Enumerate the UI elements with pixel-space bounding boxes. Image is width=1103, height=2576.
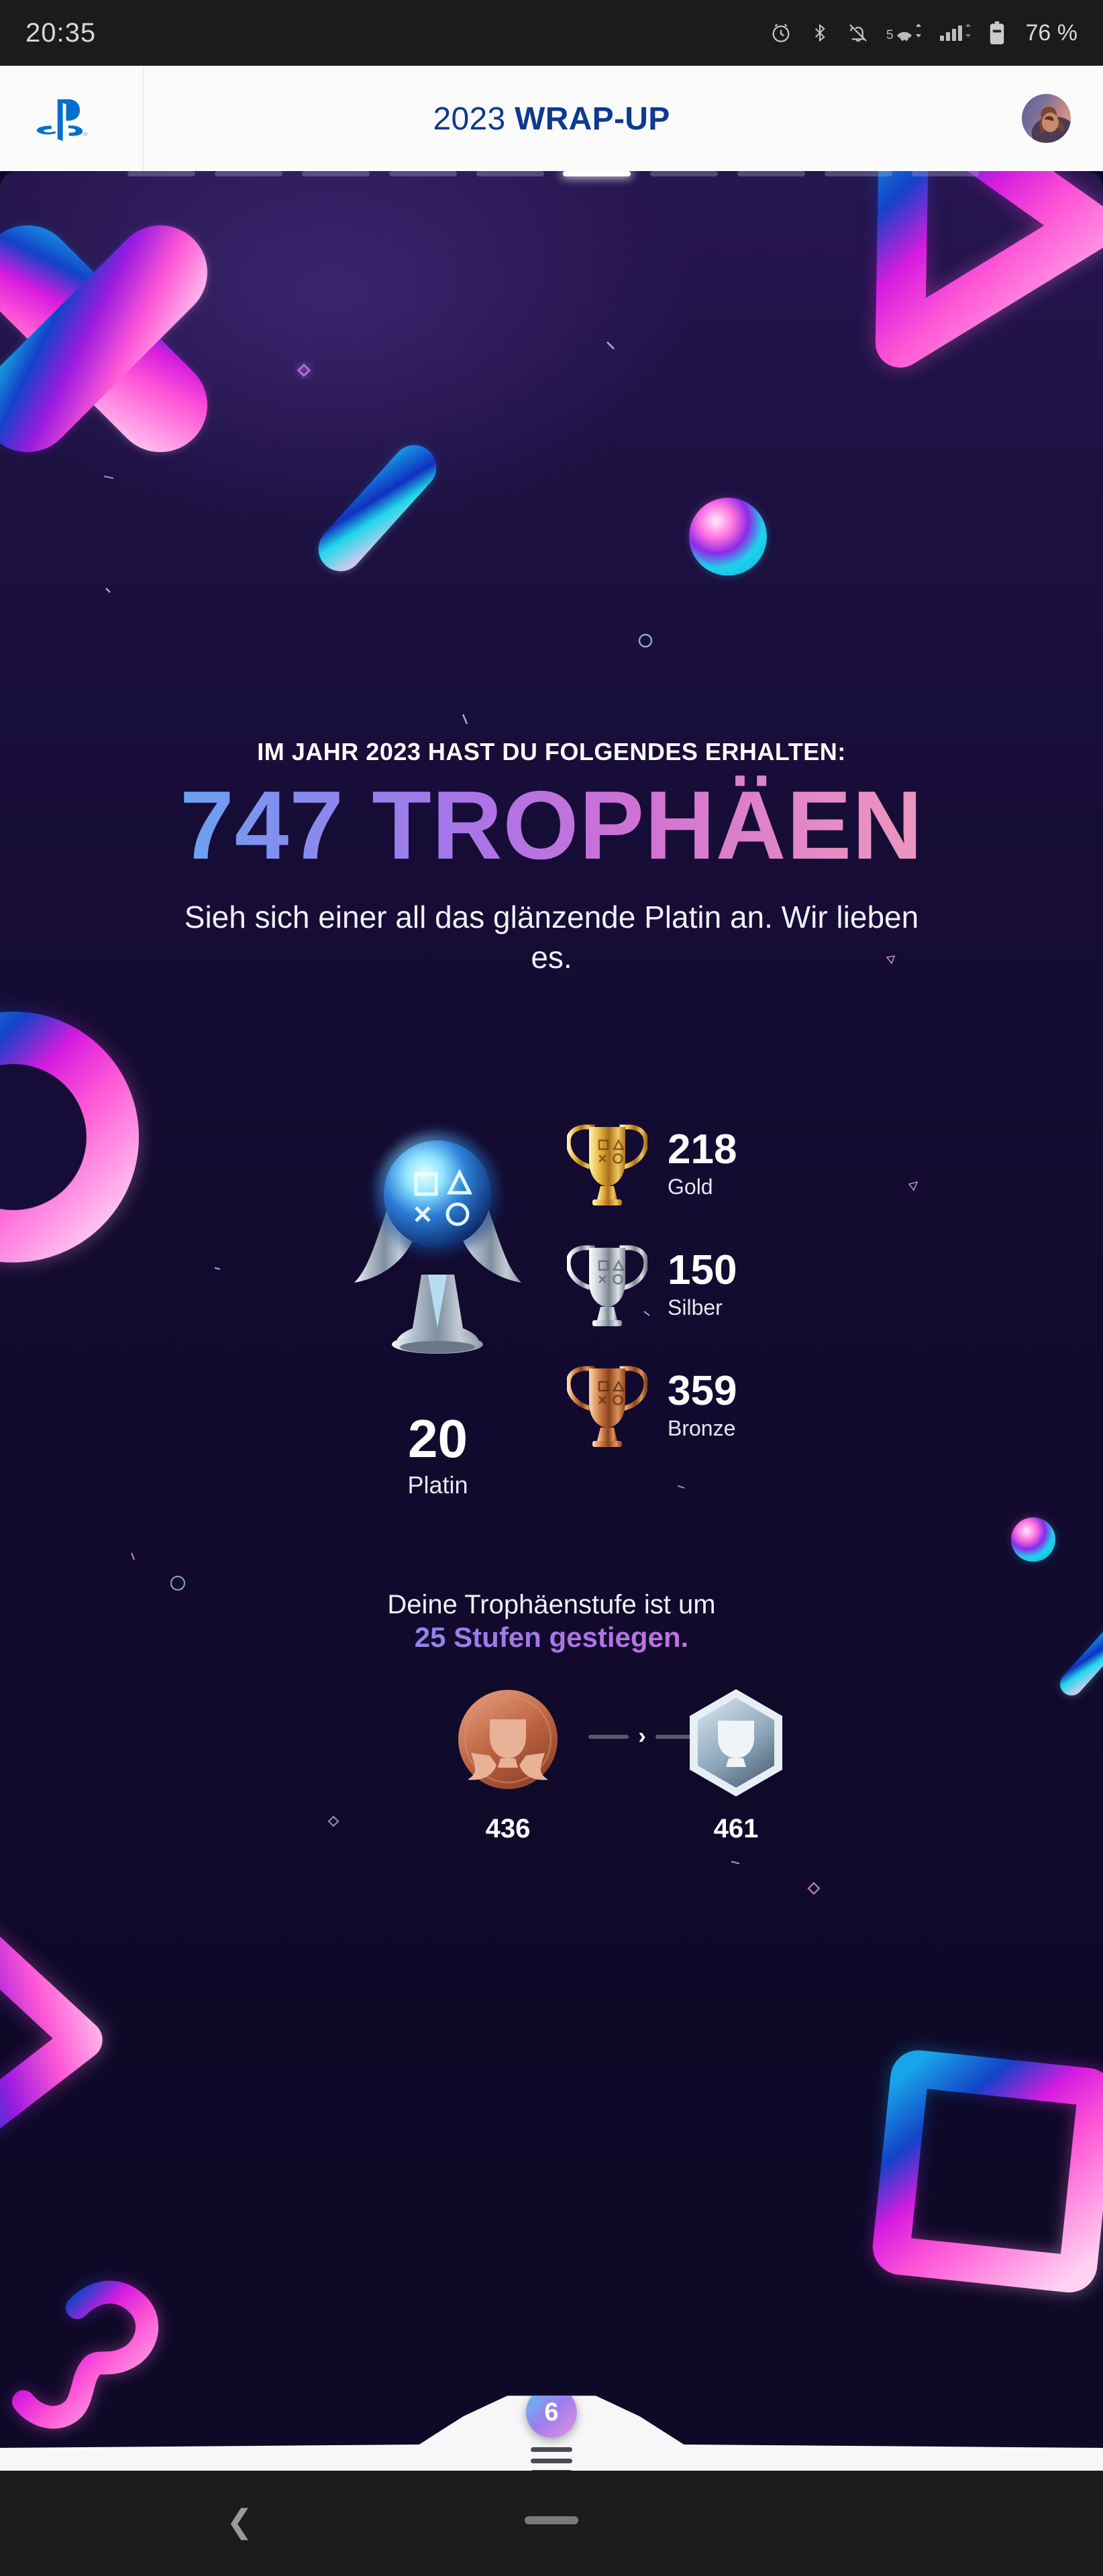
svg-text:5: 5 <box>886 28 894 42</box>
